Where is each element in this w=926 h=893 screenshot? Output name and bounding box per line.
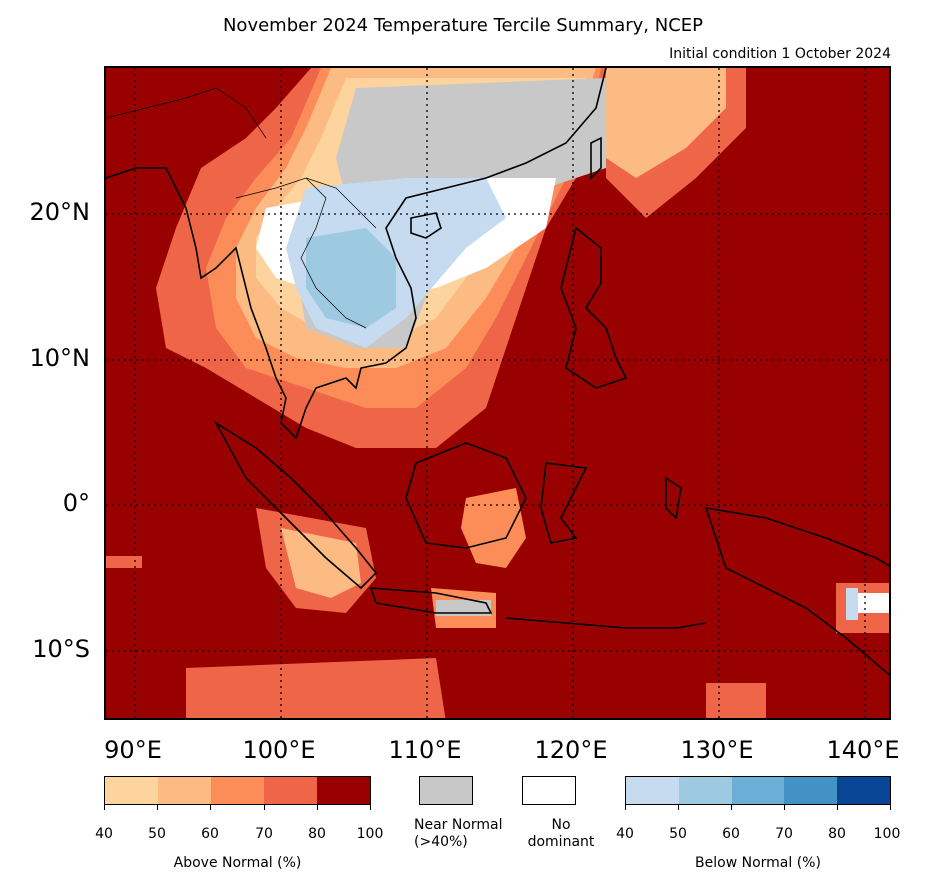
java-near-normal [436, 600, 491, 616]
below-tick-label-50: 50 [669, 826, 687, 842]
below-tick-label-60: 60 [722, 826, 740, 842]
coastlines [106, 68, 889, 676]
country-borders [106, 87, 377, 329]
lesser-sunda-coastline [505, 617, 707, 629]
above-tick-mark-50 [157, 805, 158, 810]
above-normal-swatch-80 [317, 777, 370, 804]
no-dominant-caption-line2: dominant [527, 834, 595, 850]
lon-label-110e: 110°E [388, 736, 462, 764]
near-normal-caption-line2: (>40%) [414, 834, 468, 850]
new-guinea-below-normal [846, 588, 858, 620]
below-tick-label-100: 100 [873, 826, 901, 842]
south-ocean-orange-region [186, 658, 446, 718]
indochina-below-normal-mid [306, 228, 396, 328]
graticule [106, 68, 889, 718]
below-normal-regions [286, 178, 858, 620]
above-normal-swatch-60 [211, 777, 264, 804]
above-tick-mark-60 [210, 805, 211, 810]
lon-label-90e: 90°E [104, 736, 162, 764]
below-normal-colorbar [625, 776, 891, 805]
above-tick-label-80: 80 [308, 826, 326, 842]
above-normal-swatch-40 [105, 777, 158, 804]
borneo-coastline [405, 442, 527, 549]
halmahera-coastline [665, 476, 682, 520]
below-tick-label-80: 80 [828, 826, 846, 842]
above-normal-swatch-70 [264, 777, 317, 804]
mainland-asia-coastline [106, 68, 607, 440]
below-tick-mark-60 [731, 805, 732, 810]
lon-label-140e: 140°E [826, 736, 900, 764]
sumatra-fdbb84-region [281, 528, 361, 598]
above-normal-swatch-50 [158, 777, 211, 804]
sumatra-coastline [213, 420, 378, 590]
taiwan-coastline [590, 136, 602, 180]
above-tick-label-40: 40 [95, 826, 113, 842]
no-dominant-caption: No dominant [516, 817, 606, 851]
lat-label-10s: 10°S [32, 635, 90, 663]
tercile-map-svg [106, 68, 889, 718]
above-normal-colorbar [104, 776, 371, 805]
below-tick-mark-40 [625, 805, 626, 810]
below-tick-label-40: 40 [616, 826, 634, 842]
above-tick-label-60: 60 [201, 826, 219, 842]
above-tick-mark-100 [370, 805, 371, 810]
new-guinea-no-dominant [858, 593, 889, 613]
below-normal-swatch-70 [784, 777, 838, 804]
lon-label-120e: 120°E [534, 736, 608, 764]
no-dominant-caption-line1: No [551, 817, 571, 833]
above-tick-label-70: 70 [255, 826, 273, 842]
near-normal-caption-line1: Near Normal [414, 817, 503, 833]
lat-label-equator: 0° [62, 489, 90, 517]
above-tick-mark-40 [104, 805, 105, 810]
map-title: November 2024 Temperature Tercile Summar… [222, 15, 704, 36]
tercile-map [104, 66, 891, 720]
below-tick-mark-70 [784, 805, 785, 810]
below-tick-mark-50 [678, 805, 679, 810]
above-tick-mark-80 [317, 805, 318, 810]
below-tick-mark-100 [890, 805, 891, 810]
near-normal-swatch [419, 776, 473, 805]
below-normal-caption: Below Normal (%) [695, 855, 821, 871]
philippines-coastline [560, 226, 628, 389]
sulawesi-coastline [540, 462, 588, 544]
above-tick-label-100: 100 [356, 826, 384, 842]
above-normal-caption: Above Normal (%) [173, 855, 302, 871]
below-tick-label-70: 70 [775, 826, 793, 842]
new-guinea-coastline [704, 506, 889, 676]
initial-condition-subtitle: Initial condition 1 October 2024 [669, 46, 891, 62]
java-coastline [369, 587, 493, 614]
lon-label-100e: 100°E [242, 736, 316, 764]
himalaya-borders [106, 87, 267, 139]
indochina-borders [235, 177, 377, 329]
below-normal-swatch-60 [731, 777, 785, 804]
below-normal-swatch-80 [837, 777, 890, 804]
below-normal-swatch-50 [678, 777, 732, 804]
lon-label-130e: 130°E [680, 736, 754, 764]
northeast-fdbb84-region [606, 68, 726, 178]
lat-label-10n: 10°N [29, 344, 91, 372]
no-dominant-swatch [522, 776, 576, 805]
above-tick-mark-70 [264, 805, 265, 810]
below-normal-swatch-40 [626, 777, 679, 804]
west-edge-orange-region [106, 556, 142, 568]
below-tick-mark-80 [837, 805, 838, 810]
lat-label-20n: 20°N [29, 198, 91, 226]
above-tick-label-50: 50 [148, 826, 166, 842]
near-normal-caption: Near Normal (>40%) [414, 817, 503, 851]
sulawesi-orange-region [461, 488, 526, 568]
south-small-orange-region [706, 683, 766, 718]
